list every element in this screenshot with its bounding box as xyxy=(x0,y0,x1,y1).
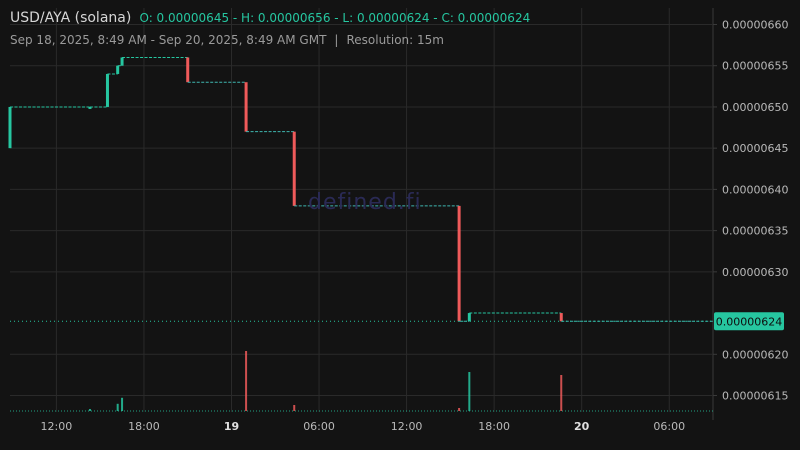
x-tick-label: 06:00 xyxy=(653,420,685,433)
y-tick-label: 0.00000615 xyxy=(722,390,788,403)
price-candle xyxy=(292,131,296,206)
price-candle xyxy=(105,73,109,107)
x-tick-label: 06:00 xyxy=(303,420,335,433)
volume-bar xyxy=(116,403,119,411)
price-candle xyxy=(186,57,190,83)
y-tick-label: 0.00000650 xyxy=(722,101,788,114)
volume-bar xyxy=(121,397,124,411)
volume-bar xyxy=(458,408,461,411)
pair-title: USD/AYA (solana) xyxy=(10,10,132,26)
x-tick-label: 18:00 xyxy=(128,420,160,433)
price-candle xyxy=(120,57,124,66)
price-candle xyxy=(88,106,92,109)
y-tick-label: 0.00000635 xyxy=(722,225,788,238)
y-tick-label: 0.00000620 xyxy=(722,348,788,361)
ohlc-readout: O: 0.00000645 - H: 0.00000656 - L: 0.000… xyxy=(139,11,531,25)
volume-bars xyxy=(10,351,713,412)
volume-bar xyxy=(468,372,471,411)
y-axis: 0.00000660 0.00000655 0.00000650 0.00000645… xyxy=(713,18,788,403)
last-price-badge xyxy=(714,312,784,331)
chart-header: USD/AYA (solana) O: 0.00000645 - H: 0.00… xyxy=(10,10,530,26)
price-candle xyxy=(467,313,471,322)
volume-bar xyxy=(293,405,296,411)
x-tick-label: 12:00 xyxy=(391,420,423,433)
price-candle xyxy=(457,205,461,322)
x-tick-label: 18:00 xyxy=(478,420,510,433)
chart-subheader: Sep 18, 2025, 8:49 AM - Sep 20, 2025, 8:… xyxy=(10,33,444,47)
x-tick-label: 19 xyxy=(224,420,239,433)
y-tick-label: 0.00000645 xyxy=(722,142,788,155)
x-tick-label: 12:00 xyxy=(41,420,73,433)
price-candle xyxy=(244,82,248,132)
x-tick-label: 20 xyxy=(574,420,590,433)
y-tick-label: 0.00000660 xyxy=(722,18,788,31)
watermark: defined.fi xyxy=(308,190,422,215)
y-tick-label: 0.00000655 xyxy=(722,60,788,73)
x-axis: 12:00 18:00 19 06:00 12:00 18:00 20 06:00 xyxy=(41,420,686,433)
volume-bar xyxy=(560,375,563,411)
last-price-label: 0.00000624 xyxy=(716,315,782,328)
volume-bar xyxy=(88,409,91,411)
date-range: Sep 18, 2025, 8:49 AM - Sep 20, 2025, 8:… xyxy=(10,33,327,47)
y-tick-label: 0.00000630 xyxy=(722,266,788,279)
separator: | xyxy=(334,33,339,47)
resolution: Resolution: 15m xyxy=(346,33,444,47)
price-candle xyxy=(116,65,120,74)
y-tick-label: 0.00000640 xyxy=(722,183,788,196)
price-candle xyxy=(8,106,12,149)
price-steps xyxy=(8,56,713,322)
price-candle xyxy=(559,313,563,322)
volume-bar xyxy=(245,351,248,411)
last-price-line: 0.00000624 xyxy=(10,312,784,331)
